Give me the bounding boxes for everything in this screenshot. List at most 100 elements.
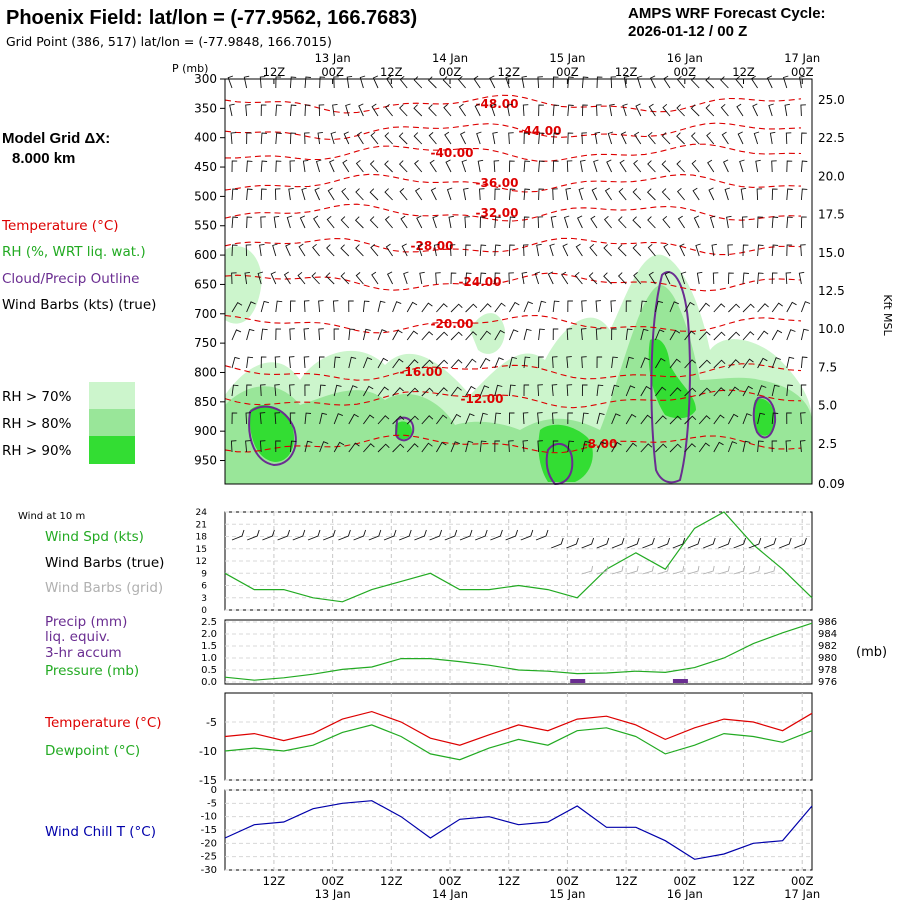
wind-barb (603, 215, 612, 229)
wind-barb (245, 244, 252, 257)
pressure-tick-label: 800 (194, 365, 217, 379)
wind-barb (567, 440, 575, 453)
surface-barb (505, 529, 519, 541)
wind-barb (771, 357, 781, 369)
pressure-y-tick-label: 976 (818, 677, 837, 688)
wind-barb (359, 75, 366, 89)
wind-barb (690, 76, 700, 89)
wind-barb (355, 244, 364, 257)
wind-barb (563, 215, 570, 229)
wind-barb (465, 331, 478, 341)
wind-barb (508, 272, 514, 285)
wind-barb (709, 215, 716, 229)
wind-barb (537, 76, 543, 89)
wind-barb (742, 413, 752, 425)
wind-barb (695, 243, 701, 257)
wind-barb (708, 187, 715, 201)
wind-barb (450, 331, 463, 341)
wind-barb (648, 271, 656, 285)
wind-barb (726, 215, 732, 229)
wind-barb (640, 328, 649, 341)
wind-panel: 24 21 18 15 12 9 6 3 0 (196, 508, 813, 616)
wind-barb (669, 301, 679, 313)
temperature-contour (224, 272, 802, 292)
wind-barb (742, 385, 753, 397)
wind-barb (417, 243, 424, 257)
wind-barb (377, 357, 389, 369)
station-name: Phoenix Field: (6, 7, 143, 29)
wind-barb (369, 216, 379, 229)
rh90-swatch (89, 436, 135, 464)
precip-y-tick-label: 1.5 (201, 641, 217, 652)
wind-barb (477, 159, 484, 173)
wind-barb (799, 440, 806, 453)
wind-barb (384, 216, 393, 229)
panel-frame (224, 692, 813, 781)
wind-barb (509, 301, 520, 313)
surface-barb (581, 537, 595, 549)
wind-barb (786, 329, 796, 341)
wind-barb (549, 243, 555, 257)
wind-barb (640, 414, 652, 425)
wind-barb (372, 75, 379, 89)
wind-barb (640, 357, 650, 369)
wind-barb (333, 356, 341, 369)
surface-barb (231, 529, 245, 541)
cycle-title: AMPS WRF Forecast Cycle: (628, 5, 826, 22)
surface-barb (247, 529, 260, 541)
wind-barb (537, 216, 544, 229)
wind-barb (581, 356, 587, 369)
top-date-label: 13 Jan (315, 51, 351, 65)
legend-wind-spd: Wind Spd (kts) (45, 529, 144, 545)
top-date-label: 16 Jan (667, 51, 703, 65)
wind-barb (736, 103, 744, 117)
legend-accum: 3-hr accum (45, 645, 122, 661)
top-time-label: 12Z (263, 65, 286, 79)
wind-barb (275, 300, 283, 313)
wind-barb (289, 76, 297, 89)
wind-barb (312, 243, 320, 257)
wind-barb (403, 271, 409, 285)
wind-barb (428, 104, 437, 117)
wind-barb (358, 103, 364, 117)
wind-barb (596, 441, 606, 453)
wind-barb (370, 131, 379, 145)
wind-barb (428, 132, 437, 145)
wind-barb (574, 271, 583, 285)
wind-barb (314, 187, 321, 201)
top-time-label: 12Z (497, 65, 520, 79)
wind-barb (330, 131, 337, 145)
wind-barb (303, 356, 310, 369)
wind-barb (377, 329, 387, 341)
bottom-time-label: 00Z (791, 874, 814, 888)
wind-barb (508, 216, 516, 229)
wind-barb (246, 301, 256, 313)
windchill-y-tick-label: -20 (201, 838, 217, 849)
wind-barb (625, 442, 638, 453)
bottom-time-label: 12Z (615, 874, 638, 888)
grid-barb (642, 565, 654, 575)
wind-barb (698, 415, 711, 425)
legend-windchill: Wind Chill T (°C) (45, 824, 156, 840)
wind-barb (676, 132, 685, 145)
bottom-time-label: 00Z (321, 874, 344, 888)
wind-barb (661, 160, 671, 173)
wind-barb (523, 160, 530, 173)
wind-barb (552, 104, 560, 117)
cloud-outline-4 (650, 271, 691, 484)
cloud-outline-5 (752, 396, 777, 439)
precip-y-tick-label: 2.5 (201, 617, 217, 628)
surface-barb (642, 537, 655, 549)
wind-barb (561, 271, 569, 285)
wind-barb (596, 356, 603, 369)
wind-barb (362, 357, 373, 369)
wind-barb (633, 159, 642, 173)
wind-barb (757, 412, 765, 425)
wind-barb (326, 244, 335, 257)
height-tick-label: 22.5 (818, 131, 845, 145)
legend-precip: Precip (mm) (45, 614, 127, 630)
wind-barb (640, 385, 651, 397)
wind-barb (465, 272, 472, 285)
wind-barb (633, 271, 642, 285)
